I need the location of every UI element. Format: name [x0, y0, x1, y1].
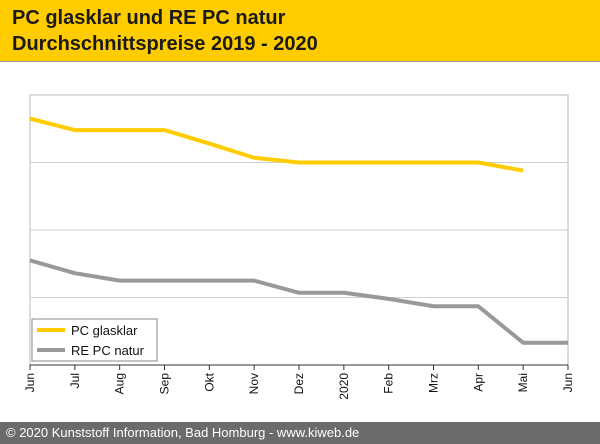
x-tick-label-6: Dez	[292, 373, 306, 394]
copyright-text: © 2020 Kunststoff Information, Bad Hombu…	[6, 425, 360, 440]
line-chart: Jun Jul Aug Sep Okt Nov Dez 2020 Feb Mrz Apr Mai Jun…	[23, 94, 575, 400]
chart-header: PC glasklar und RE PC natur Durchschnitt…	[0, 0, 600, 62]
x-tick-label-0: Jun	[23, 373, 37, 392]
x-tick-label-8: Feb	[382, 373, 396, 394]
x-tick-label-3: Sep	[158, 373, 172, 395]
x-tick-label-4: Okt	[202, 372, 216, 391]
x-tick-label-10: Apr	[471, 373, 485, 392]
chart-title-line-1: PC glasklar und RE PC natur	[12, 7, 286, 29]
series-line-1	[29, 258, 568, 345]
x-tick-label-1: Jul	[68, 373, 82, 388]
x-tick-label-7: 2020	[337, 373, 351, 400]
x-tick-label-11: Mai	[516, 373, 530, 392]
chart-title-line-2: Durchschnittspreise 2019 - 2020	[12, 33, 318, 55]
legend-box	[31, 318, 158, 362]
legend-label-1: RE PC natur	[71, 343, 145, 358]
x-tick-label-9: Mrz	[427, 373, 441, 393]
series-line-0	[29, 116, 524, 173]
x-tick-label-2: Aug	[113, 373, 127, 394]
x-tick-label-12: Jun	[561, 373, 575, 392]
x-tick-label-5: Nov	[247, 373, 261, 394]
legend-label-0: PC glasklar	[71, 323, 138, 338]
footer-bar: © 2020 Kunststoff Information, Bad Hombu…	[0, 422, 600, 444]
